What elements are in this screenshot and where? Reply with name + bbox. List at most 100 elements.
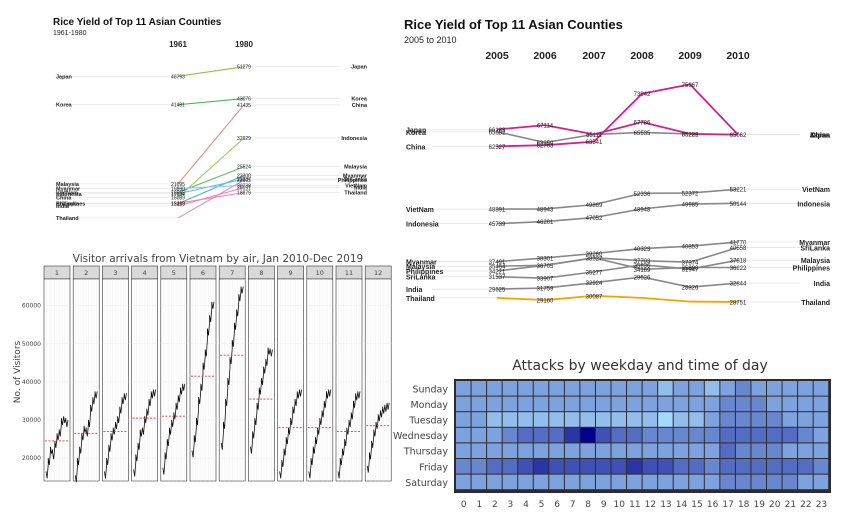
chart1-series-line [177, 137, 245, 198]
chart2-right-label: Philippines [793, 266, 830, 273]
chart3-strip-label: 6 [201, 269, 205, 277]
heatmap-cell [627, 474, 642, 490]
heatmap-cell [502, 412, 518, 427]
heatmap-hour-label: 23 [816, 500, 827, 510]
heatmap-hour-label: 15 [691, 500, 702, 510]
chart2-subtitle: 2005 to 2010 [404, 35, 457, 45]
heatmap-cell [549, 381, 564, 396]
chart3-panel: 10 [306, 265, 334, 482]
chart3-ytick: 30000 [22, 417, 41, 424]
heatmap-cell [704, 412, 720, 427]
chart2-left-label: Myanmar [406, 260, 437, 267]
heatmap-cell [642, 443, 658, 458]
chart2-value-label: 31759 [537, 287, 554, 293]
heatmap-cell [611, 412, 627, 427]
chart1-value-1961: 16089 [171, 195, 185, 201]
heatmap-cell [471, 396, 487, 412]
chart3-panel: 5 [160, 265, 188, 482]
chart2-left-label: Malaysia [406, 264, 435, 271]
heatmap-hour-label: 12 [645, 500, 656, 510]
heatmap-hour-label: 4 [523, 500, 529, 510]
heatmap-hour-label: 9 [601, 500, 607, 510]
heatmap-cell [533, 412, 549, 427]
chart2-left-label: China [406, 144, 426, 151]
heatmap-cell [735, 381, 751, 396]
heatmap-cell [502, 427, 518, 443]
chart1-left-label: Japan [56, 74, 73, 80]
chart3-panel: 9 [277, 265, 304, 482]
heatmap-cell [689, 459, 704, 474]
chart3-ylabel: No. of Visitors [13, 340, 23, 403]
heatmap-hour-label: 21 [785, 500, 796, 510]
chart1-series-line [177, 187, 245, 207]
heatmap-cell [689, 412, 704, 427]
heatmap-hour-label: 8 [585, 500, 591, 510]
chart2-value-label: 62763 [537, 144, 554, 150]
chart2-right-label: SriLanka [800, 246, 830, 253]
heatmap-hour-label: 19 [753, 500, 765, 510]
heatmap-cell [658, 459, 673, 474]
chart2-value-label: 65062 [730, 133, 747, 139]
chart2-right-label: Indonesia [797, 201, 830, 208]
chart2-value-label: 31947 [682, 268, 699, 274]
heatmap-cell [518, 427, 533, 443]
heatmap-cell [767, 443, 782, 458]
chart2-value-label: 66183 [489, 128, 506, 134]
heatmap-cell [549, 427, 564, 443]
chart2-value-label: 65682 [489, 130, 506, 136]
heatmap-cell [642, 396, 658, 412]
chart3-title: Visitor arrivals from Vietnam by air, Ja… [73, 253, 363, 265]
heatmap-cell [611, 474, 627, 490]
heatmap-cell [642, 412, 658, 427]
chart2-value-label: 37818 [730, 259, 747, 265]
chart1-left-label: Thailand [56, 216, 79, 222]
chart1-value-1980: 20151 [237, 186, 251, 192]
heatmap-cell [580, 396, 595, 412]
chart2-title: Rice Yield of Top 11 Asian Counties [404, 17, 623, 32]
chart1-value-1980: 43076 [237, 97, 251, 103]
heatmap-cell [751, 396, 766, 412]
heatmap-cell [720, 396, 735, 412]
heatmap-cell [564, 459, 580, 474]
chart2-right-label: VietNam [802, 187, 830, 194]
chart2-left-label: Thailand [406, 296, 435, 303]
chart2-value-label: 50144 [730, 202, 747, 208]
heatmap-cell [813, 443, 829, 458]
heatmap-cell [813, 412, 829, 427]
heatmap-cell [611, 443, 627, 458]
heatmap-cell [564, 443, 580, 458]
chart2-left-label: Japan [406, 127, 426, 134]
heatmap-cell [627, 412, 642, 427]
chart2-value-label: 36705 [537, 264, 554, 270]
heatmap-cell [595, 459, 611, 474]
chart1-value-1961: 17634 [171, 192, 185, 198]
chart3-series-line [220, 286, 244, 450]
heatmap-cell [611, 381, 627, 396]
chart1-left-label: Philippines [56, 201, 85, 207]
chart3-panel: 6 [189, 265, 217, 482]
heatmap-cell [689, 381, 704, 396]
heatmap-cell [720, 459, 735, 474]
heatmap-cell [782, 427, 798, 443]
chart2-series-line [496, 241, 739, 263]
heatmap-cell [782, 396, 798, 412]
chart1-right-label: Japan [351, 65, 368, 71]
chart2-value-label: 73942 [634, 92, 651, 98]
chart1-left-label: Myanmar [56, 187, 81, 193]
chart2-value-label: 40853 [682, 245, 699, 251]
heatmap-cell [627, 427, 642, 443]
heatmap-cell [549, 459, 564, 474]
heatmap-cell [564, 381, 580, 396]
chart2-series-line [496, 121, 739, 136]
chart3-panel: 1 [43, 265, 71, 482]
heatmap-cell [533, 443, 549, 458]
heatmap-cell [595, 443, 611, 458]
chart2-right-label: India [814, 281, 830, 288]
chart1-value-1980: 22105 [237, 178, 251, 184]
heatmap-cell [813, 396, 829, 412]
chart2-value-label: 35277 [586, 270, 603, 276]
heatmap-cell [549, 396, 564, 412]
chart2-right-label: China [811, 133, 831, 140]
chart2-value-label: 65209 [682, 132, 699, 138]
heatmap-cell [704, 459, 720, 474]
